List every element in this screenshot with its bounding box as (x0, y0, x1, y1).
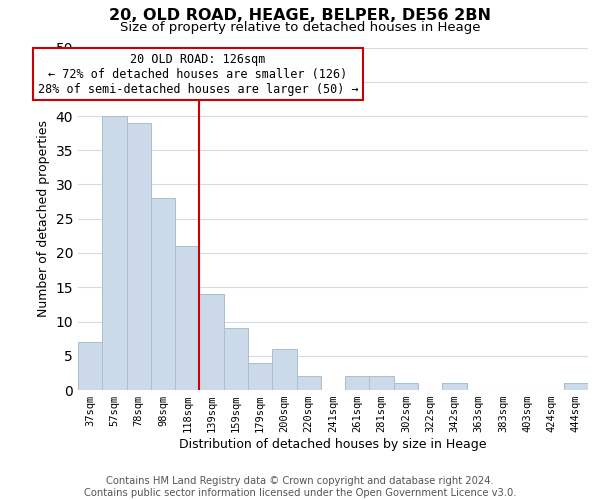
Text: Contains HM Land Registry data © Crown copyright and database right 2024.
Contai: Contains HM Land Registry data © Crown c… (84, 476, 516, 498)
Bar (394, 383, 418, 390)
Bar (127, 123, 151, 390)
Y-axis label: Number of detached properties: Number of detached properties (37, 120, 50, 318)
Bar (345, 376, 370, 390)
X-axis label: Distribution of detached houses by size in Heage: Distribution of detached houses by size … (179, 438, 487, 451)
Bar (296, 376, 321, 390)
Bar (224, 328, 248, 390)
Text: Size of property relative to detached houses in Heage: Size of property relative to detached ho… (120, 21, 480, 34)
Bar (151, 198, 175, 390)
Bar (370, 376, 394, 390)
Text: 20, OLD ROAD, HEAGE, BELPER, DE56 2BN: 20, OLD ROAD, HEAGE, BELPER, DE56 2BN (109, 8, 491, 22)
Bar (175, 246, 199, 390)
Bar (78, 342, 102, 390)
Bar (442, 383, 467, 390)
Text: 20 OLD ROAD: 126sqm
← 72% of detached houses are smaller (126)
28% of semi-detac: 20 OLD ROAD: 126sqm ← 72% of detached ho… (38, 52, 358, 96)
Bar (272, 349, 296, 390)
Bar (199, 294, 224, 390)
Bar (248, 362, 272, 390)
Bar (102, 116, 127, 390)
Bar (564, 383, 588, 390)
